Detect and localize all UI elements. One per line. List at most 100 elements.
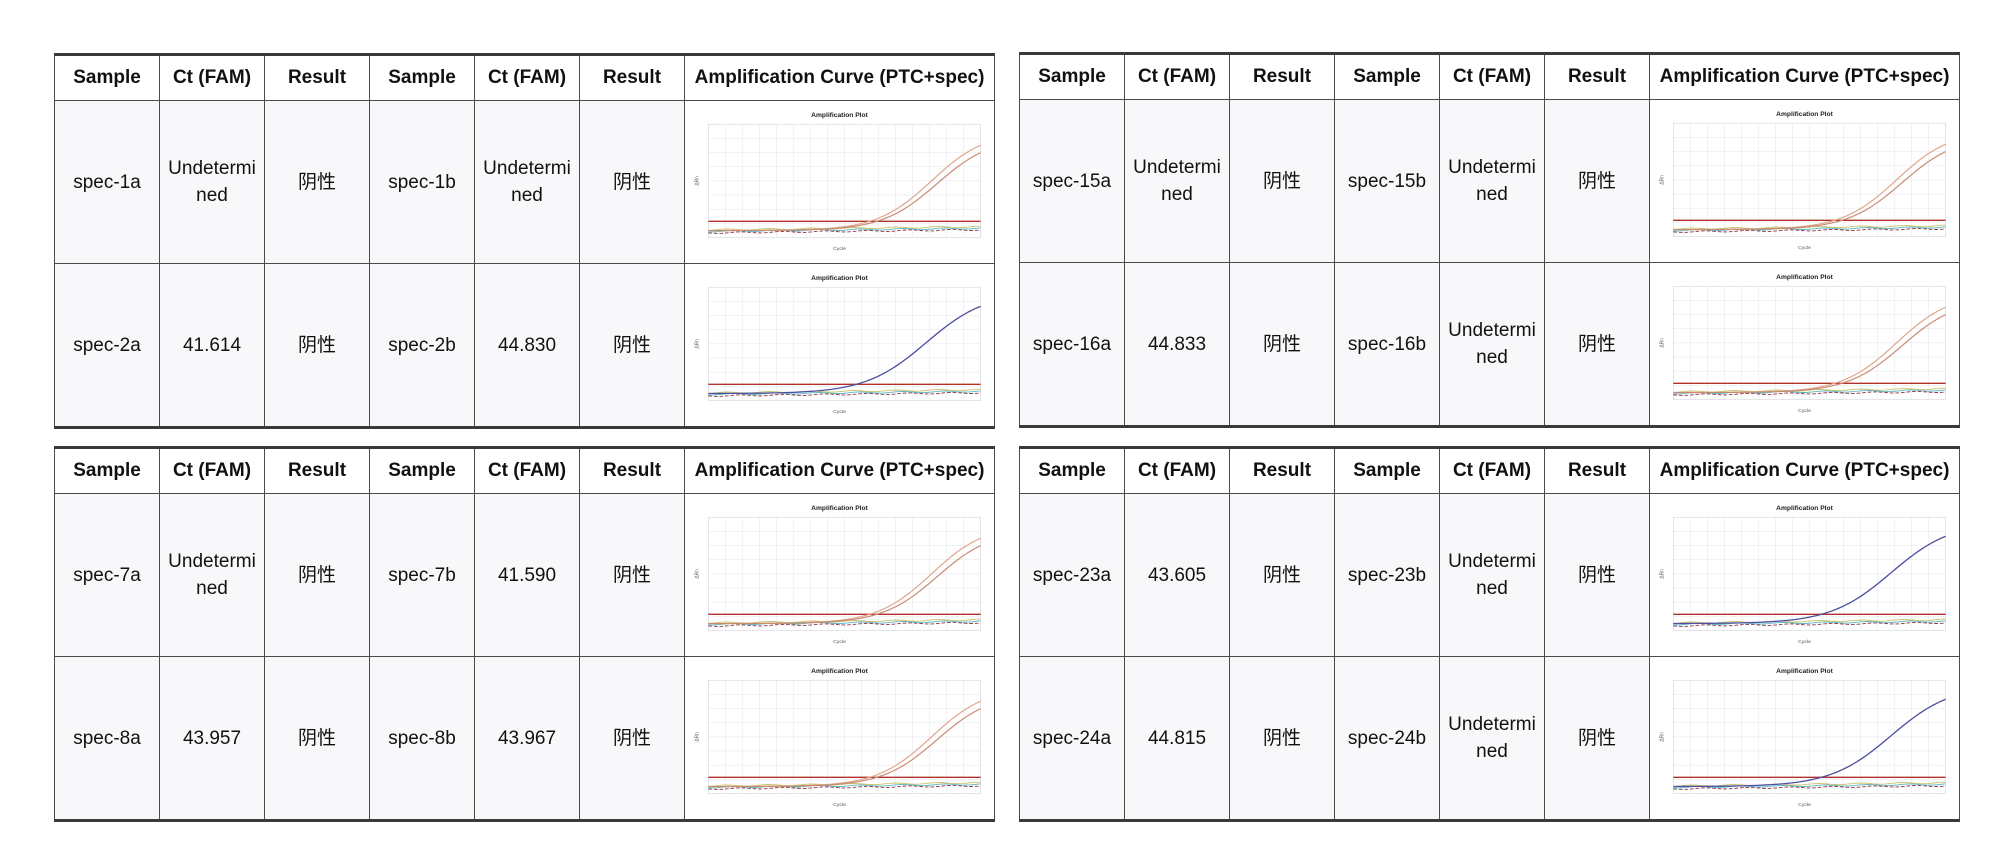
ct-value: Undetermined: [168, 551, 256, 599]
amplification-plot: Amplification Plot Cycle ΔRn: [694, 505, 981, 645]
column-header: Result: [1229, 447, 1335, 494]
result-cell: 阴性: [1229, 99, 1335, 263]
table-row: spec-1a Undetermined 阴性 spec-1b Undetermined…: [54, 100, 995, 264]
column-header: Ct (FAM): [474, 54, 580, 101]
result-cell: 阴性: [264, 493, 370, 657]
amplification-curve-cell: Amplification Plot Cycle ΔRn: [684, 493, 995, 657]
ct-value: 41.614: [182, 334, 242, 356]
ptc-amplification-curve: [1673, 535, 1946, 625]
table-row: spec-15a Undetermined 阴性 spec-15b Undetermin…: [1019, 99, 1960, 263]
result-cell: 阴性: [579, 263, 685, 428]
column-header: Result: [1229, 53, 1335, 100]
column-header: Ct (FAM): [1439, 447, 1545, 494]
column-header: Ct (FAM): [1124, 447, 1230, 494]
x-axis-label: Cycle: [1798, 802, 1811, 808]
baseline-curve: [708, 783, 981, 789]
header-row: Sample Ct (FAM) Result Sample Ct (FAM) Result…: [1019, 447, 1960, 494]
column-header: Amplification Curve (PTC+spec): [684, 447, 995, 494]
baseline-curve: [708, 618, 981, 624]
sample-cell: spec-24a: [1019, 656, 1125, 821]
amplification-plot: Amplification Plot Cycle ΔRn: [1659, 111, 1946, 251]
ct-value-cell: Undetermined: [1439, 262, 1545, 427]
y-axis-label: ΔRn: [694, 339, 700, 349]
column-header: Ct (FAM): [1124, 53, 1230, 100]
table-row: spec-23a 43.605 阴性 spec-23b Undetermined 阴性 Am…: [1019, 493, 1960, 657]
ct-value-cell: 41.614: [159, 263, 265, 428]
plot-title: Amplification Plot: [1776, 505, 1834, 512]
amplification-curve-cell: Amplification Plot Cycle ΔRn: [1649, 99, 1960, 263]
table-row: spec-24a 44.815 阴性 spec-24b Undetermined 阴性 Am…: [1019, 656, 1960, 821]
column-header: Result: [1544, 53, 1650, 100]
baseline-curve: [708, 225, 981, 231]
result-table-panel: Sample Ct (FAM) Result Sample Ct (FAM) Result…: [54, 446, 995, 822]
plot-title: Amplification Plot: [1776, 274, 1834, 281]
y-axis-label: ΔRn: [1659, 569, 1665, 579]
y-axis-label: ΔRn: [1659, 338, 1665, 348]
ct-value-cell: Undetermined: [159, 100, 265, 264]
ct-value: Undetermined: [168, 158, 256, 206]
ct-value-cell: 44.830: [474, 263, 580, 428]
column-header: Sample: [369, 447, 475, 494]
amplification-curve-cell: Amplification Plot Cycle ΔRn: [1649, 493, 1960, 657]
x-axis-label: Cycle: [833, 246, 846, 252]
result-table-panel: Sample Ct (FAM) Result Sample Ct (FAM) Result…: [1019, 446, 1960, 822]
sample-cell: spec-1a: [54, 100, 160, 264]
sample-cell: spec-15b: [1334, 99, 1440, 263]
ct-value: Undetermined: [1448, 551, 1536, 599]
ct-value: Undetermined: [1448, 714, 1536, 762]
baseline-curve: [708, 228, 981, 234]
table-row: spec-16a 44.833 阴性 spec-16b Undetermined 阴性 Am…: [1019, 262, 1960, 427]
sample-cell: spec-16b: [1334, 262, 1440, 427]
ct-value: 44.830: [497, 334, 557, 356]
ct-value: 41.590: [497, 564, 557, 586]
header-row: Sample Ct (FAM) Result Sample Ct (FAM) Result…: [54, 447, 995, 494]
ptc-amplification-curve: [708, 545, 981, 625]
plot-title: Amplification Plot: [811, 668, 869, 675]
baseline-curve: [1673, 226, 1946, 232]
ptc-amplification-curve: [1673, 698, 1946, 788]
result-cell: 阴性: [1544, 262, 1650, 427]
baseline-curve: [1673, 620, 1946, 626]
sample-cell: spec-8a: [54, 656, 160, 821]
x-axis-label: Cycle: [1798, 245, 1811, 251]
result-cell: 阴性: [579, 493, 685, 657]
sample-cell: spec-23b: [1334, 493, 1440, 657]
y-axis-label: ΔRn: [694, 732, 700, 742]
amplification-plot: Amplification Plot Cycle ΔRn: [694, 112, 981, 252]
result-cell: 阴性: [264, 656, 370, 821]
column-header: Ct (FAM): [159, 54, 265, 101]
amplification-plot: Amplification Plot Cycle ΔRn: [1659, 274, 1946, 414]
baseline-curve: [1673, 621, 1946, 627]
x-axis-label: Cycle: [833, 802, 846, 808]
ct-value-cell: 43.605: [1124, 493, 1230, 657]
baseline-curve: [708, 784, 981, 790]
result-table-panel: Sample Ct (FAM) Result Sample Ct (FAM) Result…: [54, 53, 995, 429]
ct-value-cell: 44.833: [1124, 262, 1230, 427]
baseline-curve: [1673, 783, 1946, 789]
amplification-plot: Amplification Plot Cycle ΔRn: [694, 668, 981, 808]
ct-value: Undetermined: [1448, 157, 1536, 205]
plot-title: Amplification Plot: [1776, 111, 1834, 118]
ct-value: 43.605: [1147, 564, 1207, 586]
result-cell: 阴性: [1229, 262, 1335, 427]
header-row: Sample Ct (FAM) Result Sample Ct (FAM) Result…: [54, 54, 995, 101]
ct-value-cell: Undetermined: [1439, 99, 1545, 263]
plot-title: Amplification Plot: [811, 275, 869, 282]
plot-title: Amplification Plot: [811, 505, 869, 512]
sample-cell: spec-23a: [1019, 493, 1125, 657]
ptc-amplification-curve: [708, 708, 981, 788]
ct-value-cell: 44.815: [1124, 656, 1230, 821]
sample-cell: spec-2a: [54, 263, 160, 428]
column-header: Amplification Curve (PTC+spec): [1649, 447, 1960, 494]
y-axis-label: ΔRn: [1659, 732, 1665, 742]
baseline-curve: [708, 390, 981, 396]
column-header: Sample: [1019, 53, 1125, 100]
ct-value-cell: 41.590: [474, 493, 580, 657]
sample-cell: spec-8b: [369, 656, 475, 821]
column-header: Sample: [1334, 447, 1440, 494]
result-cell: 阴性: [579, 100, 685, 264]
column-header: Sample: [1019, 447, 1125, 494]
column-header: Sample: [54, 447, 160, 494]
table-row: spec-2a 41.614 阴性 spec-2b 44.830 阴性 Amplificat…: [54, 263, 995, 428]
amplification-curve-cell: Amplification Plot Cycle ΔRn: [684, 263, 995, 428]
